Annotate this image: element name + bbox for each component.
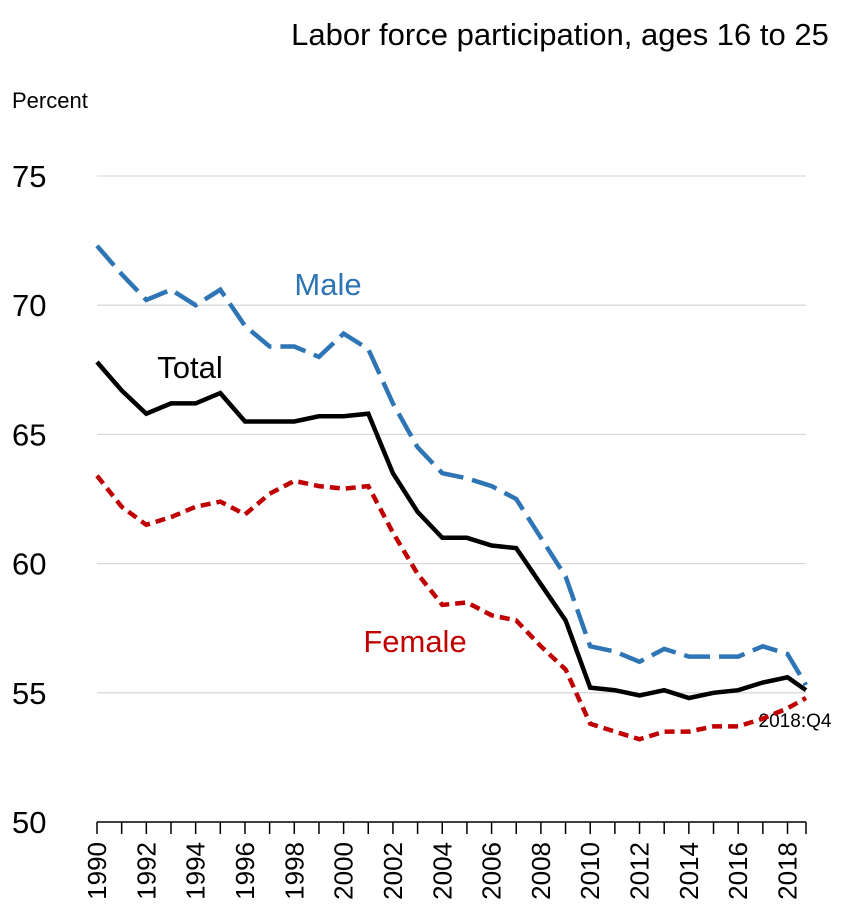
x-tick-label: 1990	[82, 842, 112, 900]
y-tick-label: 55	[12, 676, 46, 711]
series-label: Total	[157, 350, 222, 385]
series-label: Female	[363, 624, 466, 659]
x-tick-label: 1992	[131, 842, 161, 900]
annotation: 2018:Q4	[759, 711, 832, 732]
x-tick-label: 2018	[773, 842, 803, 900]
line-series	[95, 360, 808, 701]
x-tick-label: 2000	[329, 842, 359, 900]
y-tick-label: 60	[12, 547, 46, 582]
y-tick-label: 65	[12, 417, 46, 452]
x-tick-label: 2010	[575, 842, 605, 900]
x-tick-label: 2006	[477, 842, 507, 900]
x-tick-label: 2002	[378, 842, 408, 900]
y-tick-label: 70	[12, 288, 46, 323]
x-tick-label: 2014	[674, 842, 704, 900]
x-tick-label: 2016	[723, 842, 753, 900]
chart-title: Labor force participation, ages 16 to 25	[291, 17, 829, 52]
y-axis-label: Percent	[12, 88, 88, 113]
x-tick-label: 2008	[526, 842, 556, 900]
x-tick-label: 1998	[279, 842, 309, 900]
line-series	[95, 244, 808, 687]
x-tick-label: 1996	[230, 842, 260, 900]
series-label: Male	[294, 267, 361, 302]
y-tick-label: 50	[12, 805, 46, 840]
x-tick-label: 2012	[625, 842, 655, 900]
y-tick-label: 75	[12, 159, 46, 194]
x-tick-label: 1994	[181, 842, 211, 900]
x-tick-label: 2004	[427, 842, 457, 900]
line-series	[95, 474, 808, 742]
